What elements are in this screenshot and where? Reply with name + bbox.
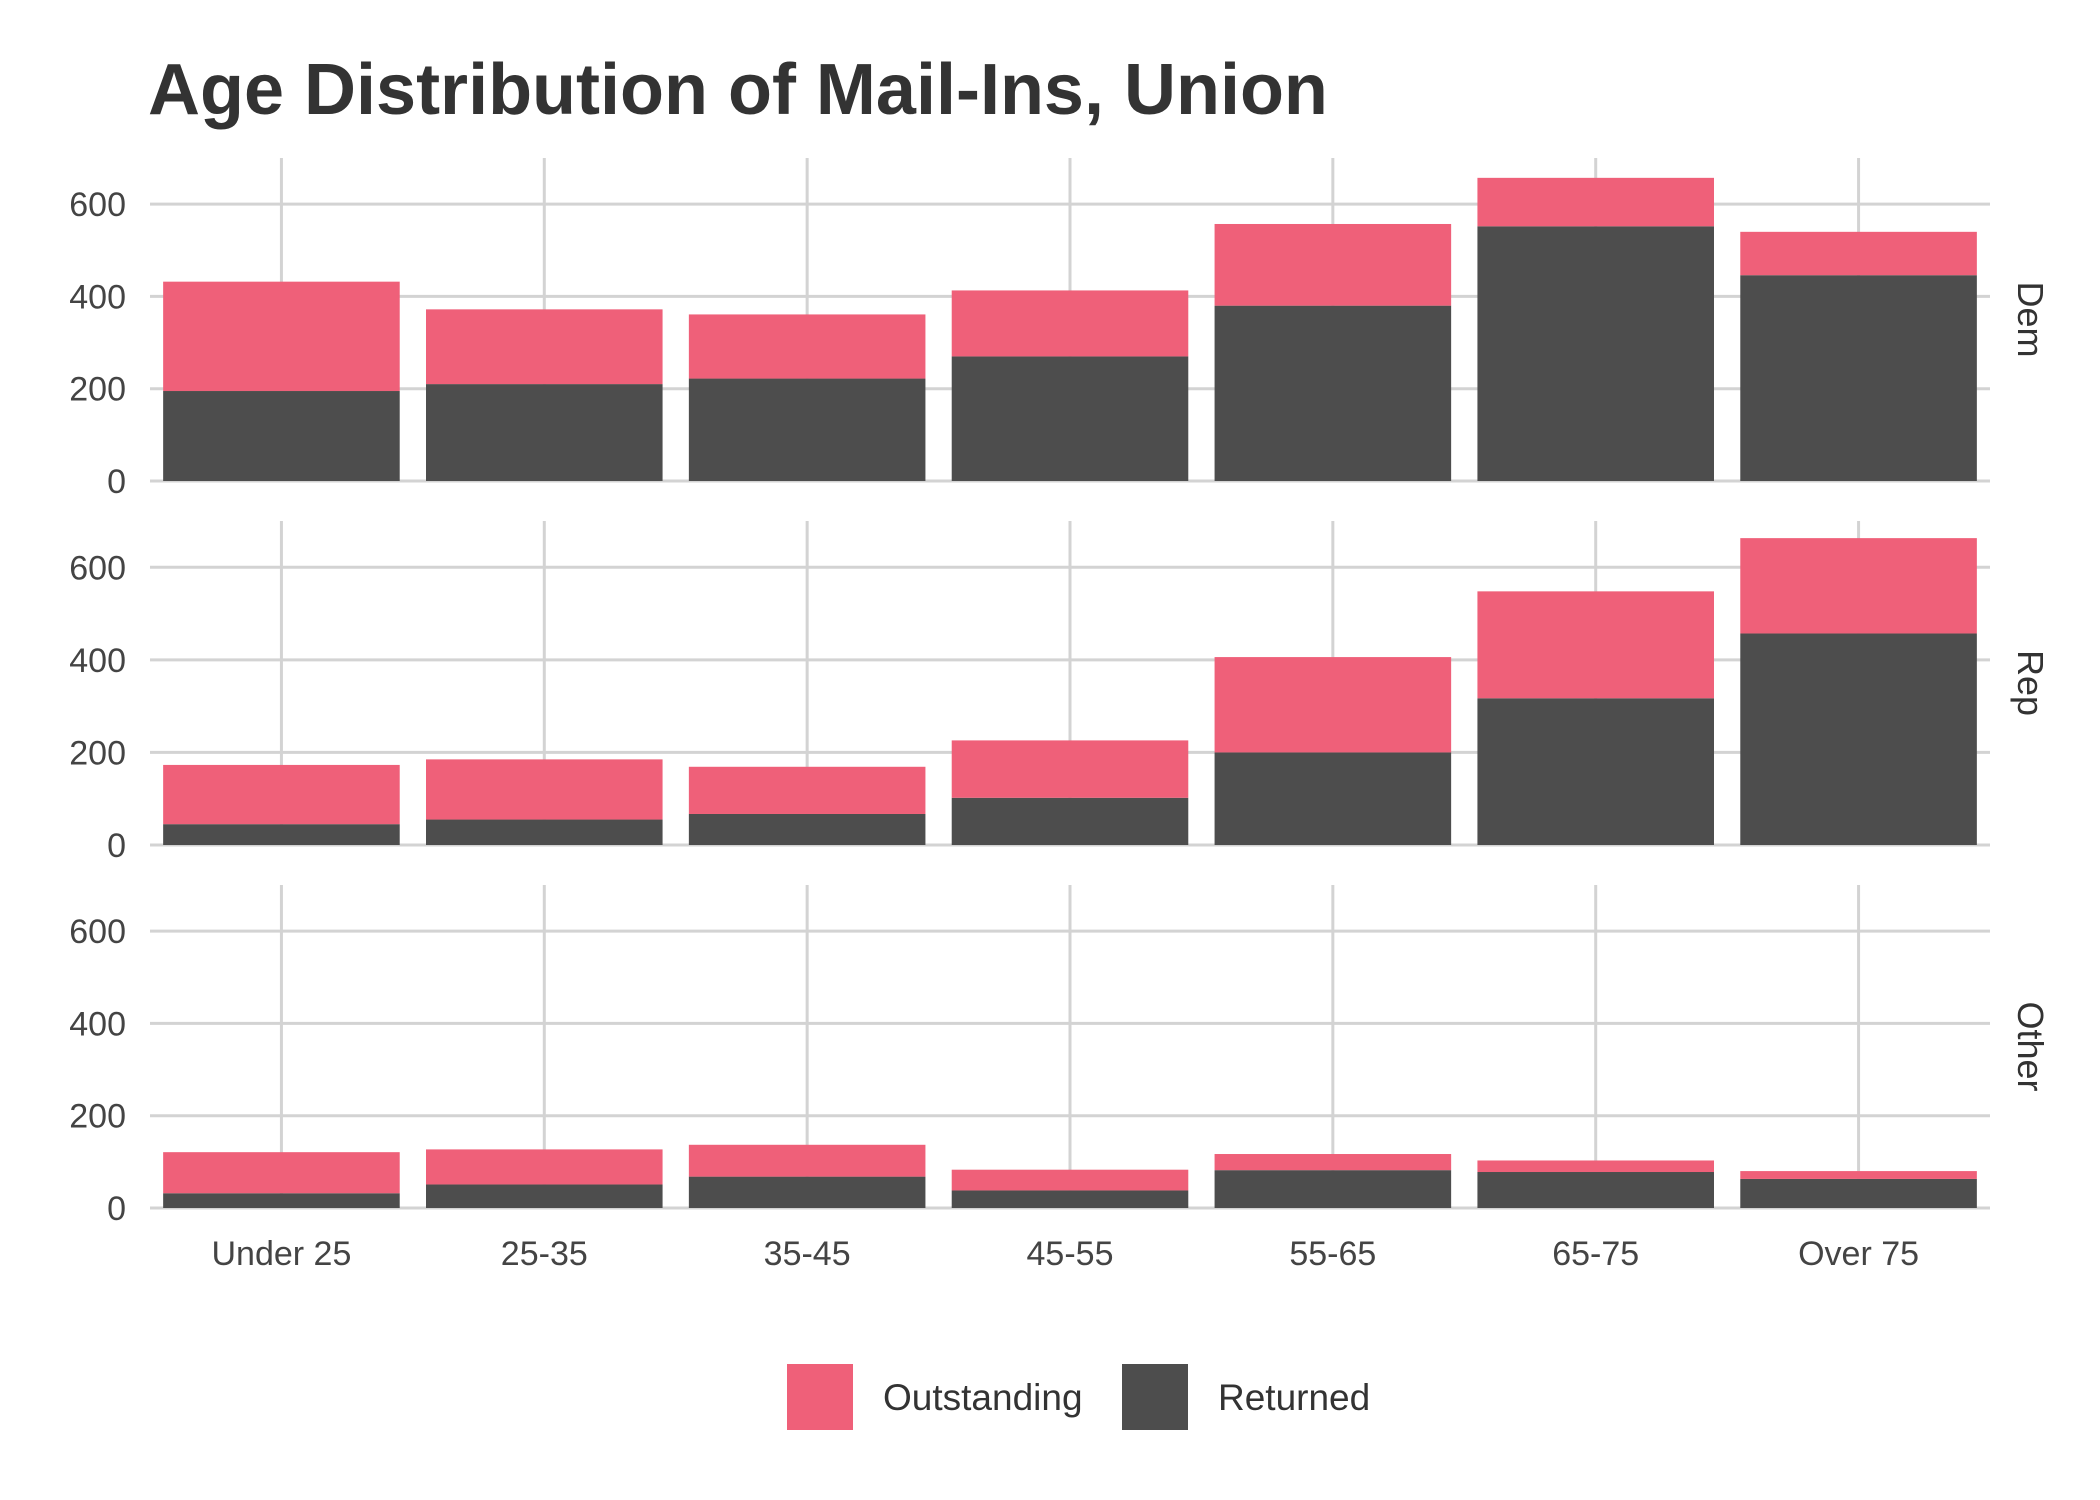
bar-outstanding (1740, 1171, 1977, 1179)
y-tick-label: 0 (107, 1190, 126, 1228)
bar-outstanding (688, 1144, 926, 1177)
bar-returned (688, 1176, 926, 1208)
y-tick-label: 600 (69, 186, 126, 224)
bar-returned (1477, 226, 1714, 481)
bar-outstanding (426, 1149, 663, 1185)
y-tick-label: 600 (69, 913, 126, 951)
bar-returned (951, 356, 1189, 481)
x-tick-label: 55-65 (1289, 1235, 1376, 1273)
bar-returned (688, 378, 926, 481)
bar-returned (426, 1184, 663, 1208)
facet-label: Other (2010, 1001, 2051, 1091)
x-tick-label: Over 75 (1798, 1235, 1919, 1273)
y-tick-label: 400 (69, 278, 126, 316)
bar-outstanding (688, 314, 926, 379)
x-tick-label: 25-35 (501, 1235, 588, 1273)
bar-returned (163, 824, 400, 845)
bar-outstanding (1740, 231, 1977, 276)
facet-label: Rep (2010, 650, 2051, 716)
legend-label: Outstanding (883, 1377, 1083, 1418)
bar-outstanding (163, 281, 400, 392)
bar-outstanding (688, 766, 926, 814)
facet-label: Dem (2010, 281, 2051, 357)
bar-outstanding (163, 1152, 400, 1194)
y-tick-label: 600 (69, 549, 126, 587)
bar-returned (426, 819, 663, 845)
bar-returned (426, 384, 663, 481)
bar-returned (951, 797, 1189, 845)
bar-outstanding (1477, 1160, 1714, 1173)
panels: 0 200 400 600 Dem 0 200 400 600 Rep 0 200 400 600 Othe… (69, 158, 2051, 1228)
bar-outstanding (1214, 223, 1452, 306)
legend-label: Returned (1218, 1377, 1370, 1418)
x-tick-label: 65-75 (1552, 1235, 1639, 1273)
chart-title: Age Distribution of Mail-Ins, Union (148, 50, 1328, 130)
y-tick-label: 200 (69, 1098, 126, 1136)
bar-outstanding (426, 309, 663, 385)
bar-returned (1477, 1172, 1714, 1208)
y-tick-label: 0 (107, 827, 126, 865)
legend: Outstanding Returned (787, 1364, 1370, 1430)
bar-returned (1740, 1178, 1977, 1208)
bar-returned (1214, 1170, 1452, 1208)
panel-other: 0 200 400 600 Other (69, 885, 2051, 1228)
bar-returned (1477, 698, 1714, 845)
y-tick-label: 200 (69, 371, 126, 409)
bar-returned (951, 1190, 1189, 1208)
legend-key-outstanding (787, 1364, 853, 1430)
bar-returned (1214, 752, 1452, 845)
bar-returned (1214, 305, 1452, 481)
x-tick-label: Under 25 (211, 1235, 351, 1273)
bar-outstanding (426, 759, 663, 820)
bar-returned (163, 1193, 400, 1208)
x-tick-label: 35-45 (764, 1235, 851, 1273)
bar-outstanding (1477, 591, 1714, 699)
y-tick-label: 0 (107, 463, 126, 501)
bar-outstanding (1214, 657, 1452, 753)
bar-returned (1740, 275, 1977, 481)
y-tick-label: 200 (69, 734, 126, 772)
bar-returned (163, 391, 400, 481)
x-axis: Under 25 25-35 35-45 45-55 55-65 65-75 Over 75 (211, 1235, 1919, 1273)
bar-returned (688, 813, 926, 845)
bar-outstanding (1214, 1154, 1452, 1171)
panel-rep: 0 200 400 600 Rep (69, 521, 2051, 865)
panel-dem: 0 200 400 600 Dem (69, 158, 2051, 501)
bar-outstanding (951, 290, 1189, 357)
bar-outstanding (1477, 177, 1714, 227)
y-tick-label: 400 (69, 642, 126, 680)
bar-returned (1740, 633, 1977, 845)
bar-outstanding (163, 764, 400, 825)
y-tick-label: 400 (69, 1005, 126, 1043)
bar-outstanding (951, 1169, 1189, 1191)
bar-outstanding (1740, 538, 1977, 634)
legend-key-returned (1122, 1364, 1188, 1430)
bar-outstanding (951, 740, 1189, 798)
x-tick-label: 45-55 (1027, 1235, 1114, 1273)
